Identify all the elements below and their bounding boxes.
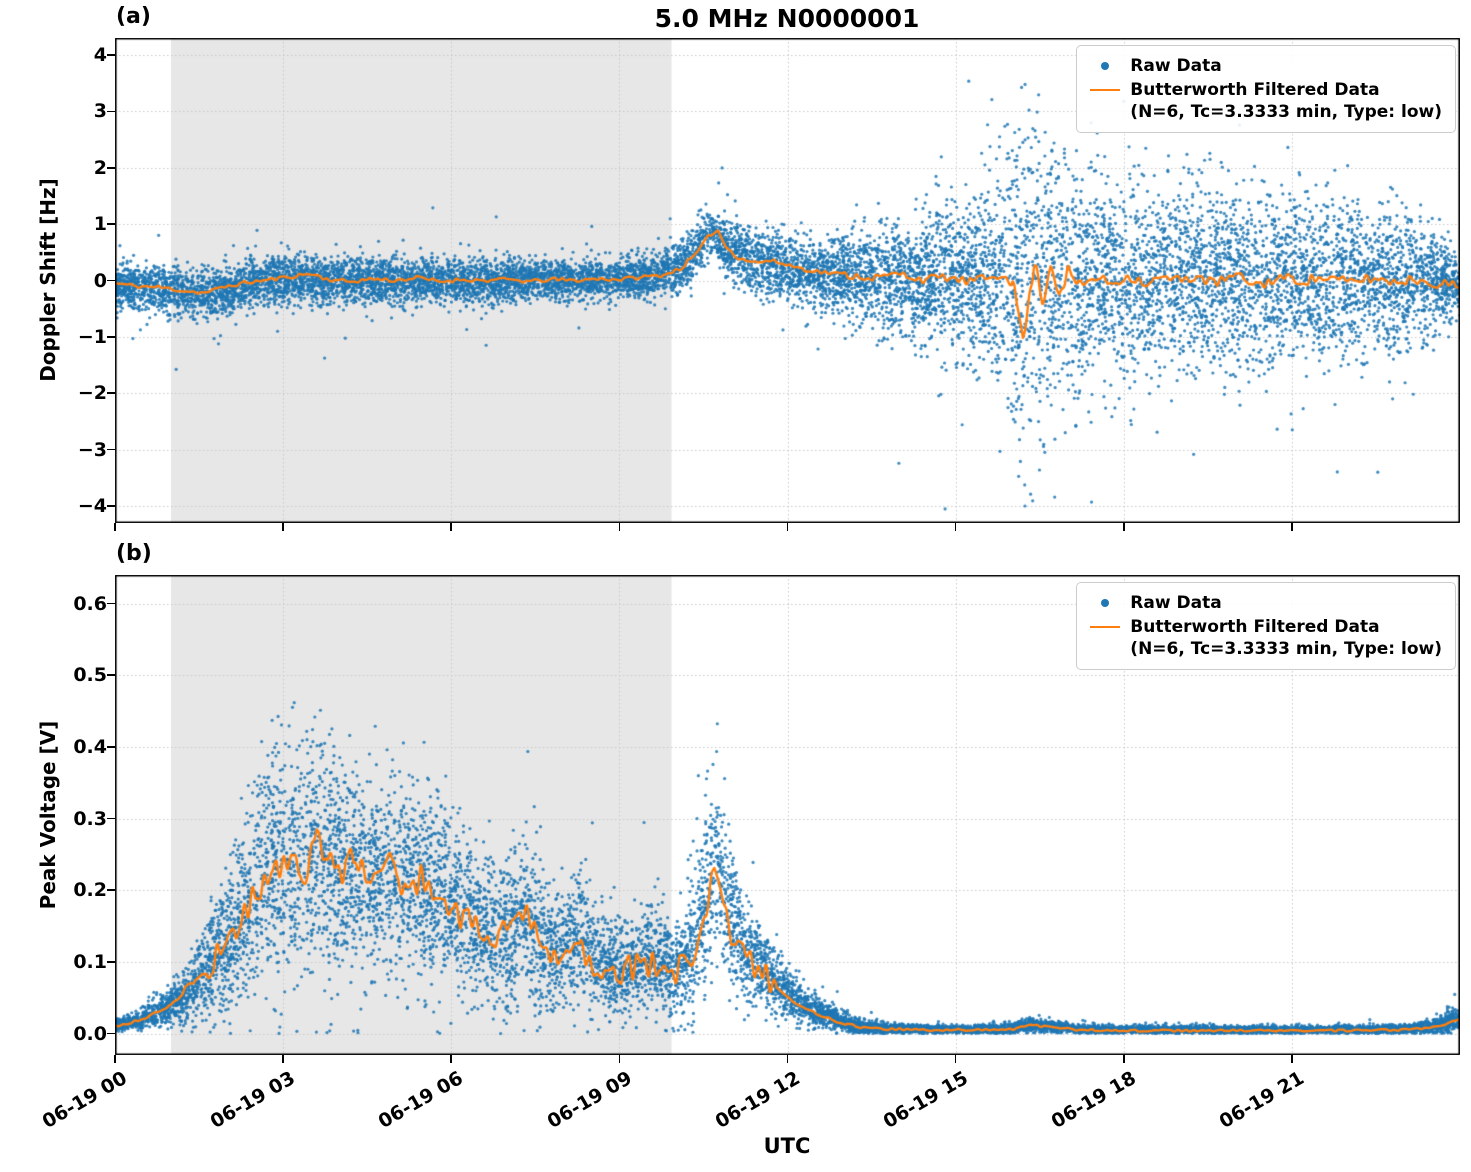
- y-tick-label: −3: [77, 438, 107, 461]
- y-tick-label: 0.5: [73, 664, 107, 687]
- legend-filtered-entry: Butterworth Filtered Data (N=6, Tc=3.333…: [1088, 616, 1442, 660]
- x-tick-mark: [954, 523, 957, 531]
- panel-b-tag: (b): [116, 541, 152, 566]
- legend-raw-entry: Raw Data: [1088, 55, 1442, 77]
- y-tick-label: 1: [93, 213, 107, 236]
- x-tick-label: 06-19 00: [38, 1067, 131, 1133]
- x-tick-mark: [1122, 1055, 1125, 1063]
- y-tick-mark: [107, 746, 115, 748]
- y-tick-label: 0.0: [73, 1022, 107, 1045]
- raw-data-label: Raw Data: [1130, 56, 1222, 76]
- y-tick-label: −1: [77, 325, 107, 348]
- filtered-data-sublabel: (N=6, Tc=3.3333 min, Type: low): [1130, 639, 1442, 659]
- x-tick-mark: [954, 1055, 957, 1063]
- x-tick-mark: [618, 523, 621, 531]
- y-tick-label: 3: [93, 100, 107, 123]
- y-tick-mark: [107, 223, 115, 225]
- raw-data-marker-icon: [1101, 599, 1110, 607]
- y-tick-label: 0.6: [73, 592, 107, 615]
- y-tick-mark: [107, 817, 115, 820]
- y-tick-label: −4: [77, 495, 107, 518]
- x-tick-label: 06-19 15: [879, 1067, 972, 1133]
- legend-marker-cell: [1088, 616, 1122, 628]
- y-tick-mark: [107, 392, 115, 395]
- x-tick-mark: [450, 1055, 453, 1063]
- y-tick-mark: [107, 110, 115, 113]
- x-tick-label: 06-19 09: [543, 1067, 636, 1133]
- x-tick-mark: [618, 1055, 621, 1063]
- x-tick-label: 06-19 12: [711, 1067, 804, 1133]
- x-tick-mark: [282, 523, 284, 531]
- x-tick-mark: [282, 1055, 284, 1063]
- legend-filtered-entry: Butterworth Filtered Data (N=6, Tc=3.333…: [1088, 79, 1442, 123]
- panel-a-legend: Raw Data Butterworth Filtered Data (N=6,…: [1076, 45, 1456, 133]
- raw-data-label: Raw Data: [1130, 593, 1222, 613]
- filtered-data-marker-icon: [1090, 626, 1121, 628]
- y-tick-mark: [107, 54, 115, 56]
- x-tick-label: 06-19 21: [1215, 1067, 1308, 1133]
- y-tick-label: 2: [93, 156, 107, 179]
- y-tick-mark: [107, 336, 115, 338]
- x-tick-mark: [1122, 523, 1125, 531]
- y-tick-mark: [107, 889, 115, 892]
- y-tick-label: −2: [77, 382, 107, 405]
- raw-data-marker-icon: [1101, 62, 1110, 70]
- y-tick-mark: [107, 279, 115, 282]
- filtered-data-sublabel: (N=6, Tc=3.3333 min, Type: low): [1130, 102, 1442, 122]
- x-tick-mark: [786, 1055, 789, 1063]
- y-tick-label: 0.3: [73, 807, 107, 830]
- y-tick-label: 0.1: [73, 950, 107, 973]
- y-tick-mark: [107, 448, 115, 451]
- legend-marker-cell: [1088, 79, 1122, 91]
- y-tick-label: 0.4: [73, 735, 107, 758]
- x-tick-mark: [1291, 523, 1293, 531]
- legend-raw-entry: Raw Data: [1088, 592, 1442, 614]
- x-tick-label: 06-19 03: [206, 1067, 300, 1133]
- x-tick-mark: [114, 1055, 116, 1063]
- x-axis-label: UTC: [763, 1134, 811, 1158]
- panel-b-legend: Raw Data Butterworth Filtered Data (N=6,…: [1076, 582, 1456, 670]
- x-tick-mark: [450, 523, 453, 531]
- x-tick-mark: [1291, 1055, 1293, 1063]
- y-tick-label: 4: [93, 43, 107, 66]
- filtered-data-label: Butterworth Filtered Data: [1130, 80, 1380, 100]
- legend-marker-cell: [1088, 592, 1122, 607]
- y-tick-mark: [107, 961, 115, 963]
- y-tick-mark: [107, 602, 115, 605]
- figure-title: 5.0 MHz N0000001: [654, 4, 920, 33]
- y-tick-mark: [107, 505, 115, 507]
- x-tick-label: 06-19 18: [1047, 1067, 1140, 1133]
- filtered-data-label-group: Butterworth Filtered Data (N=6, Tc=3.333…: [1130, 79, 1442, 123]
- y-tick-label: 0: [93, 269, 107, 292]
- x-tick-mark: [114, 523, 116, 531]
- filtered-data-marker-icon: [1090, 89, 1121, 91]
- legend-marker-cell: [1088, 55, 1122, 70]
- y-tick-mark: [107, 1032, 115, 1035]
- filtered-data-label: Butterworth Filtered Data: [1130, 617, 1380, 637]
- y-tick-label: 0.2: [73, 879, 107, 902]
- x-tick-label: 06-19 06: [374, 1067, 468, 1133]
- filtered-data-label-group: Butterworth Filtered Data (N=6, Tc=3.333…: [1130, 616, 1442, 660]
- y-tick-mark: [107, 166, 115, 169]
- y-tick-mark: [107, 674, 115, 677]
- panel-a-tag: (a): [116, 4, 151, 29]
- x-tick-mark: [786, 523, 789, 531]
